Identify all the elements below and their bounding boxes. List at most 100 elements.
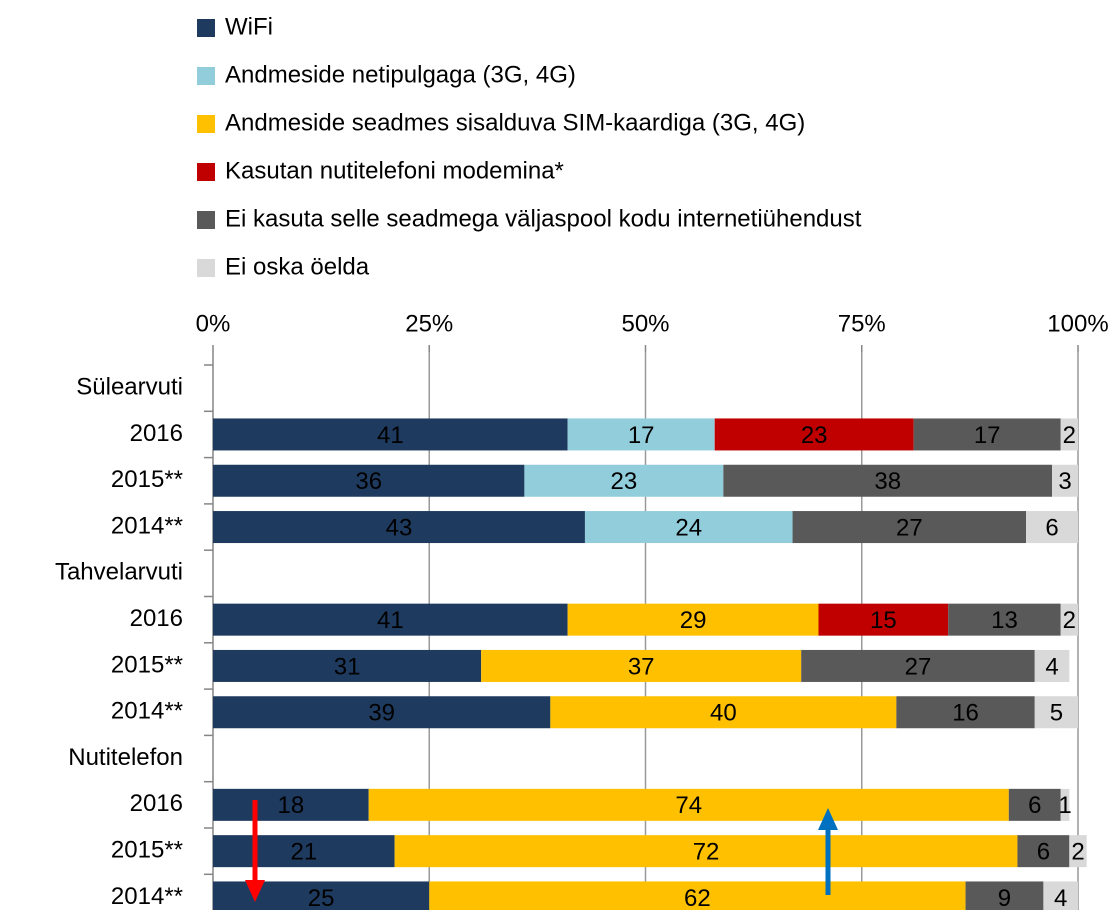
- bar-segment: [1060, 603, 1078, 636]
- data-label: 31: [334, 653, 361, 680]
- y-tick-label: 2015**: [111, 466, 183, 493]
- red-arrow-head: [245, 880, 265, 902]
- data-label: 18: [277, 792, 304, 819]
- bar-segment: [394, 835, 1018, 868]
- bar-segment: [481, 649, 802, 682]
- bar-segment: [1017, 835, 1070, 868]
- bar-segment: [584, 511, 793, 544]
- y-tick-label: 2014**: [111, 512, 183, 539]
- legend-label: WiFi: [225, 13, 273, 40]
- data-label: 1: [1058, 792, 1071, 819]
- bar-segment: [896, 696, 1035, 729]
- bar-segment: [213, 603, 568, 636]
- data-label: 9: [998, 885, 1011, 910]
- legend-swatch: [197, 211, 215, 229]
- data-label: 36: [355, 468, 382, 495]
- y-tick-label: 2016: [130, 420, 183, 447]
- data-label: 17: [974, 422, 1001, 449]
- bar-segment: [213, 835, 395, 868]
- data-label: 2: [1063, 422, 1076, 449]
- y-tick-label: 2014**: [111, 698, 183, 725]
- data-label: 17: [628, 422, 655, 449]
- data-label: 15: [870, 607, 897, 634]
- x-tick-label: 75%: [838, 310, 886, 337]
- data-label: 72: [693, 838, 720, 865]
- data-label: 24: [675, 514, 702, 541]
- bar-segment: [213, 464, 525, 497]
- data-label: 40: [710, 700, 737, 727]
- legend-swatch: [197, 163, 215, 181]
- blue-arrow-head: [818, 808, 838, 830]
- bar-segment: [1060, 788, 1070, 821]
- data-label: 27: [896, 514, 923, 541]
- bar-segment: [1060, 418, 1078, 451]
- legend-swatch: [197, 259, 215, 277]
- bar-segment: [213, 418, 568, 451]
- legend-label: Ei kasuta selle seadmega väljaspool kodu…: [225, 205, 862, 232]
- data-label: 27: [905, 653, 932, 680]
- bar-segment: [1052, 464, 1078, 497]
- y-tick-label: 2014**: [111, 883, 183, 910]
- data-label: 6: [1037, 838, 1050, 865]
- y-tick-label: Nutitelefon: [68, 744, 183, 771]
- bar-segment: [567, 603, 819, 636]
- bar-segment: [714, 418, 914, 451]
- data-label: 37: [628, 653, 655, 680]
- data-label: 21: [290, 838, 317, 865]
- data-label: 43: [386, 514, 413, 541]
- x-tick-label: 25%: [405, 310, 453, 337]
- bar-segment: [213, 696, 551, 729]
- y-tick-label: 2015**: [111, 836, 183, 863]
- data-label: 74: [675, 792, 702, 819]
- bar-segment: [429, 881, 966, 910]
- legend-label: Ei oska öelda: [225, 253, 370, 280]
- bar-segment: [948, 603, 1061, 636]
- data-label: 6: [1045, 514, 1058, 541]
- x-tick-label: 100%: [1047, 310, 1108, 337]
- data-label: 3: [1058, 468, 1071, 495]
- bar-segment: [550, 696, 897, 729]
- bar-segment: [567, 418, 715, 451]
- data-label: 5: [1050, 700, 1063, 727]
- legend-label: Andmeside seadmes sisalduva SIM-kaardiga…: [225, 109, 805, 136]
- bar-segment: [213, 649, 482, 682]
- data-label: 23: [611, 468, 638, 495]
- legend-swatch: [197, 19, 215, 37]
- legend-swatch: [197, 115, 215, 133]
- y-tick-label: 2016: [130, 605, 183, 632]
- legend-swatch: [197, 67, 215, 85]
- bar-segment: [1034, 696, 1078, 729]
- data-label: 13: [991, 607, 1018, 634]
- x-tick-label: 0%: [196, 310, 231, 337]
- data-label: 41: [377, 607, 404, 634]
- bar-segment: [1026, 511, 1078, 544]
- data-label: 16: [952, 700, 979, 727]
- data-label: 2: [1071, 838, 1084, 865]
- bar-segment: [368, 788, 1009, 821]
- data-label: 2: [1063, 607, 1076, 634]
- legend-label: Kasutan nutitelefoni modemina*: [225, 157, 564, 184]
- data-label: 25: [308, 885, 335, 910]
- bar-segment: [792, 511, 1027, 544]
- bar-segment: [723, 464, 1053, 497]
- data-label: 23: [801, 422, 828, 449]
- bar-segment: [1008, 788, 1061, 821]
- data-label: 29: [680, 607, 707, 634]
- bar-segment: [818, 603, 949, 636]
- data-label: 6: [1028, 792, 1041, 819]
- data-label: 4: [1054, 885, 1067, 910]
- data-label: 62: [684, 885, 711, 910]
- arrows: [245, 800, 838, 902]
- bar-segment: [801, 649, 1035, 682]
- bar-segment: [213, 788, 369, 821]
- bar-segment: [524, 464, 724, 497]
- data-label: 4: [1045, 653, 1058, 680]
- y-tick-label: Tahvelarvuti: [55, 559, 183, 586]
- bar-segment: [1043, 881, 1078, 910]
- bar-segment: [1069, 835, 1087, 868]
- x-tick-label: 50%: [621, 310, 669, 337]
- data-label: 38: [874, 468, 901, 495]
- bar-segment: [1034, 649, 1070, 682]
- y-tick-label: Sülearvuti: [76, 373, 183, 400]
